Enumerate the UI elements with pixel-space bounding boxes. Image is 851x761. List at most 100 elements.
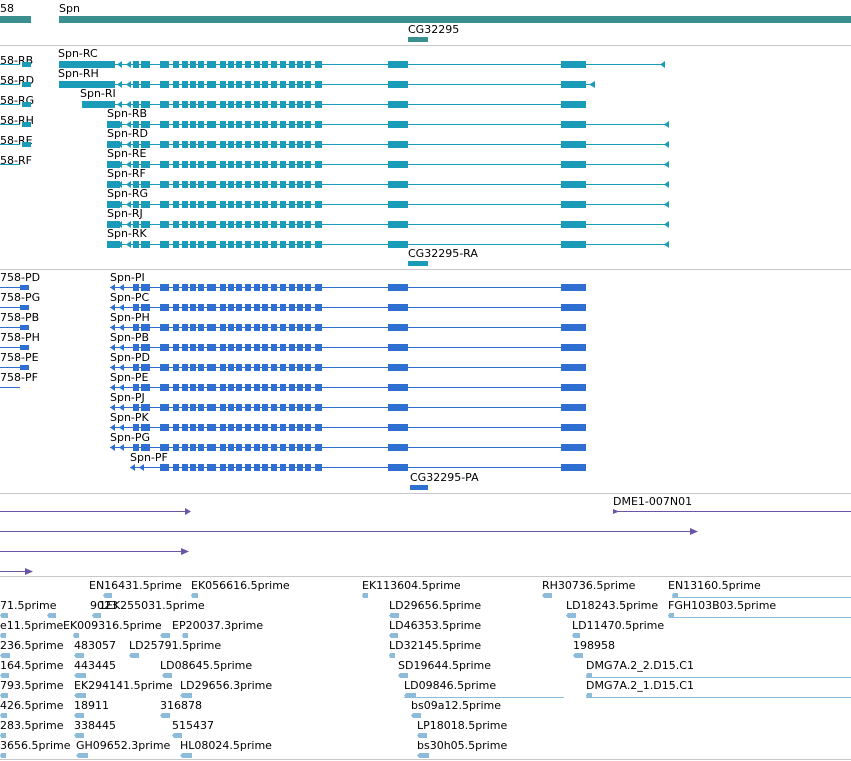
protein-exon[interactable] (220, 364, 226, 371)
mrna-exon[interactable] (198, 81, 204, 88)
protein-exon[interactable] (160, 364, 169, 371)
protein-exon[interactable] (388, 464, 408, 471)
protein-exon[interactable] (228, 284, 234, 291)
mrna-transcript-label[interactable]: Spn-RI (80, 87, 116, 100)
protein-exon[interactable] (133, 284, 139, 291)
mrna-exon[interactable] (388, 241, 408, 248)
protein-exon[interactable] (280, 304, 286, 311)
mrna-left-line[interactable] (0, 124, 20, 125)
mrna-exon[interactable] (236, 61, 242, 68)
mrna-transcript-label[interactable]: Spn-RG (107, 187, 149, 200)
est-label[interactable]: bs09a12.5prime (411, 699, 501, 712)
protein-exon[interactable] (561, 464, 586, 471)
mrna-exon[interactable] (289, 161, 295, 168)
mrna-exon[interactable] (190, 241, 196, 248)
mrna-exon[interactable] (141, 161, 150, 168)
protein-exon[interactable] (245, 304, 251, 311)
protein-exon[interactable] (160, 344, 169, 351)
mrna-exon[interactable] (271, 161, 277, 168)
protein-exon[interactable] (190, 324, 196, 331)
est-label[interactable]: 515437 (172, 719, 214, 732)
protein-exon[interactable] (245, 344, 251, 351)
mrna-exon[interactable] (245, 161, 251, 168)
mrna-exon[interactable] (305, 221, 311, 228)
protein-exon[interactable] (141, 344, 150, 351)
mrna-exon[interactable] (173, 181, 179, 188)
mrna-exon[interactable] (315, 221, 322, 228)
est-long-line[interactable] (0, 551, 186, 552)
est-label[interactable]: 426.5prime (0, 699, 64, 712)
protein-exon[interactable] (315, 404, 322, 411)
mrna-exon[interactable] (133, 141, 139, 148)
protein-exon[interactable] (198, 464, 204, 471)
mrna-exon[interactable] (271, 121, 277, 128)
protein-exon[interactable] (305, 304, 311, 311)
mrna-exon[interactable] (561, 121, 586, 128)
mrna-exon[interactable] (388, 61, 408, 68)
protein-exon[interactable] (190, 464, 196, 471)
protein-exon[interactable] (245, 384, 251, 391)
protein-exon[interactable] (254, 284, 260, 291)
protein-exon[interactable] (228, 304, 234, 311)
protein-exon[interactable] (182, 324, 188, 331)
protein-exon[interactable] (141, 364, 150, 371)
protein-exon[interactable] (220, 444, 226, 451)
protein-exon[interactable] (228, 464, 234, 471)
est-label[interactable]: 316878 (160, 699, 202, 712)
mrna-exon[interactable] (305, 161, 311, 168)
protein-exon[interactable] (220, 324, 226, 331)
protein-exon[interactable] (236, 324, 242, 331)
est-feature[interactable] (180, 693, 192, 698)
mrna-exon[interactable] (182, 181, 188, 188)
mrna-exon[interactable] (305, 121, 311, 128)
mrna-left-exon[interactable] (22, 82, 31, 87)
mrna-exon[interactable] (388, 181, 408, 188)
mrna-exon[interactable] (220, 241, 226, 248)
gene-label-spn[interactable]: Spn (59, 2, 80, 15)
mrna-transcript-label[interactable]: Spn-RD (107, 127, 149, 140)
protein-exon[interactable] (228, 324, 234, 331)
mrna-exon[interactable] (173, 161, 179, 168)
mrna-exon[interactable] (236, 141, 242, 148)
protein-exon[interactable] (289, 464, 295, 471)
protein-label[interactable]: Spn-PG (110, 431, 151, 444)
mrna-exon[interactable] (133, 101, 139, 108)
protein-exon[interactable] (297, 324, 303, 331)
mrna-exon[interactable] (254, 141, 260, 148)
est-feature[interactable] (74, 693, 86, 698)
mrna-exon[interactable] (561, 101, 586, 108)
est-feature[interactable] (47, 613, 56, 618)
mrna-intron-line[interactable] (59, 64, 664, 65)
mrna-exon[interactable] (141, 181, 150, 188)
protein-exon[interactable] (228, 444, 234, 451)
mrna-exon[interactable] (220, 121, 226, 128)
protein-exon[interactable] (271, 364, 277, 371)
est-label[interactable]: DMG7A.2_2.D15.C1 (586, 659, 694, 672)
mrna-exon[interactable] (228, 81, 234, 88)
protein-left-label[interactable]: 758-PE (0, 351, 39, 364)
protein-exon[interactable] (388, 384, 408, 391)
protein-exon[interactable] (289, 384, 295, 391)
protein-exon[interactable] (262, 384, 268, 391)
protein-exon[interactable] (207, 284, 216, 291)
mrna-exon[interactable] (289, 81, 295, 88)
protein-exon[interactable] (289, 304, 295, 311)
protein-exon[interactable] (182, 304, 188, 311)
protein-exon[interactable] (262, 424, 268, 431)
protein-exon[interactable] (141, 424, 150, 431)
mrna-exon[interactable] (173, 141, 179, 148)
mrna-exon[interactable] (107, 241, 120, 248)
protein-exon[interactable] (305, 344, 311, 351)
mrna-exon[interactable] (254, 101, 260, 108)
est-feature[interactable] (191, 593, 198, 598)
mrna-exon[interactable] (173, 101, 179, 108)
mrna-exon[interactable] (173, 61, 179, 68)
protein-exon[interactable] (297, 344, 303, 351)
mrna-exon[interactable] (289, 221, 295, 228)
protein-exon[interactable] (182, 464, 188, 471)
est-feature[interactable] (74, 713, 84, 718)
protein-exon[interactable] (236, 284, 242, 291)
protein-left-label[interactable]: 758-PH (0, 331, 40, 344)
mrna-exon[interactable] (207, 181, 216, 188)
protein-intron-line[interactable] (110, 327, 586, 328)
